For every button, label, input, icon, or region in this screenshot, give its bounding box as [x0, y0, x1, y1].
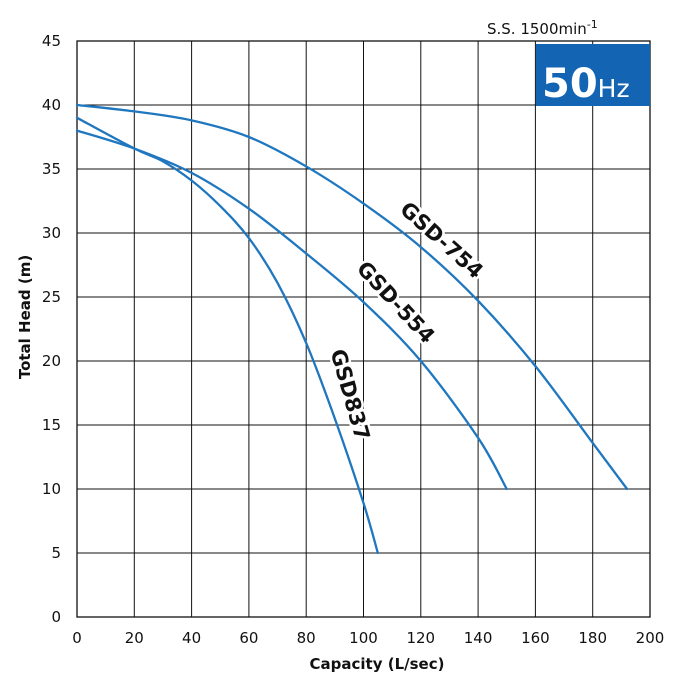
y-axis-title: Total Head (m): [16, 255, 34, 379]
curve-label-gsd-754: GSD-754: [395, 197, 487, 284]
curve-gsd837: [75, 116, 379, 555]
x-tick-label: 200: [636, 629, 665, 647]
frequency-badge: [536, 44, 650, 106]
y-tick-labels: 0 5 10 15 20 25 30 35 40 45: [42, 32, 61, 626]
y-tick-label: 25: [42, 288, 61, 306]
plot-frame: [76, 40, 651, 618]
y-tick-label: 10: [42, 480, 61, 498]
y-tick-label: 15: [42, 416, 61, 434]
y-tick-label: 35: [42, 160, 61, 178]
y-tick-label: 45: [42, 32, 61, 50]
x-tick-label: 120: [406, 629, 435, 647]
curve-gsd-554: [75, 129, 508, 491]
speed-superscript: -1: [587, 18, 598, 31]
x-tick-label: 100: [349, 629, 378, 647]
grid: [76, 40, 651, 618]
y-tick-label: 30: [42, 224, 61, 242]
x-tick-label: 0: [72, 629, 82, 647]
frequency-badge-text: 50Hz: [542, 61, 630, 107]
frequency-unit: Hz: [598, 74, 630, 103]
x-tick-label: 40: [182, 629, 201, 647]
frequency-number: 50: [542, 61, 598, 107]
curve-gsd-754: [75, 103, 629, 491]
x-tick-label: 80: [297, 629, 316, 647]
x-tick-label: 20: [125, 629, 144, 647]
y-tick-label: 0: [51, 608, 61, 626]
x-tick-labels: 0 20 40 60 80 100 120 140 160 180 200: [72, 629, 664, 647]
x-tick-label: 180: [578, 629, 607, 647]
x-tick-label: 60: [239, 629, 258, 647]
x-axis-title: Capacity (L/sec): [310, 655, 445, 673]
y-tick-label: 40: [42, 96, 61, 114]
speed-value: S.S. 1500min: [487, 20, 587, 38]
speed-label: S.S. 1500min-1: [487, 18, 598, 38]
x-tick-label: 140: [464, 629, 493, 647]
x-tick-label: 160: [521, 629, 550, 647]
y-tick-label: 5: [51, 544, 61, 562]
y-tick-label: 20: [42, 352, 61, 370]
curves: [75, 103, 629, 555]
